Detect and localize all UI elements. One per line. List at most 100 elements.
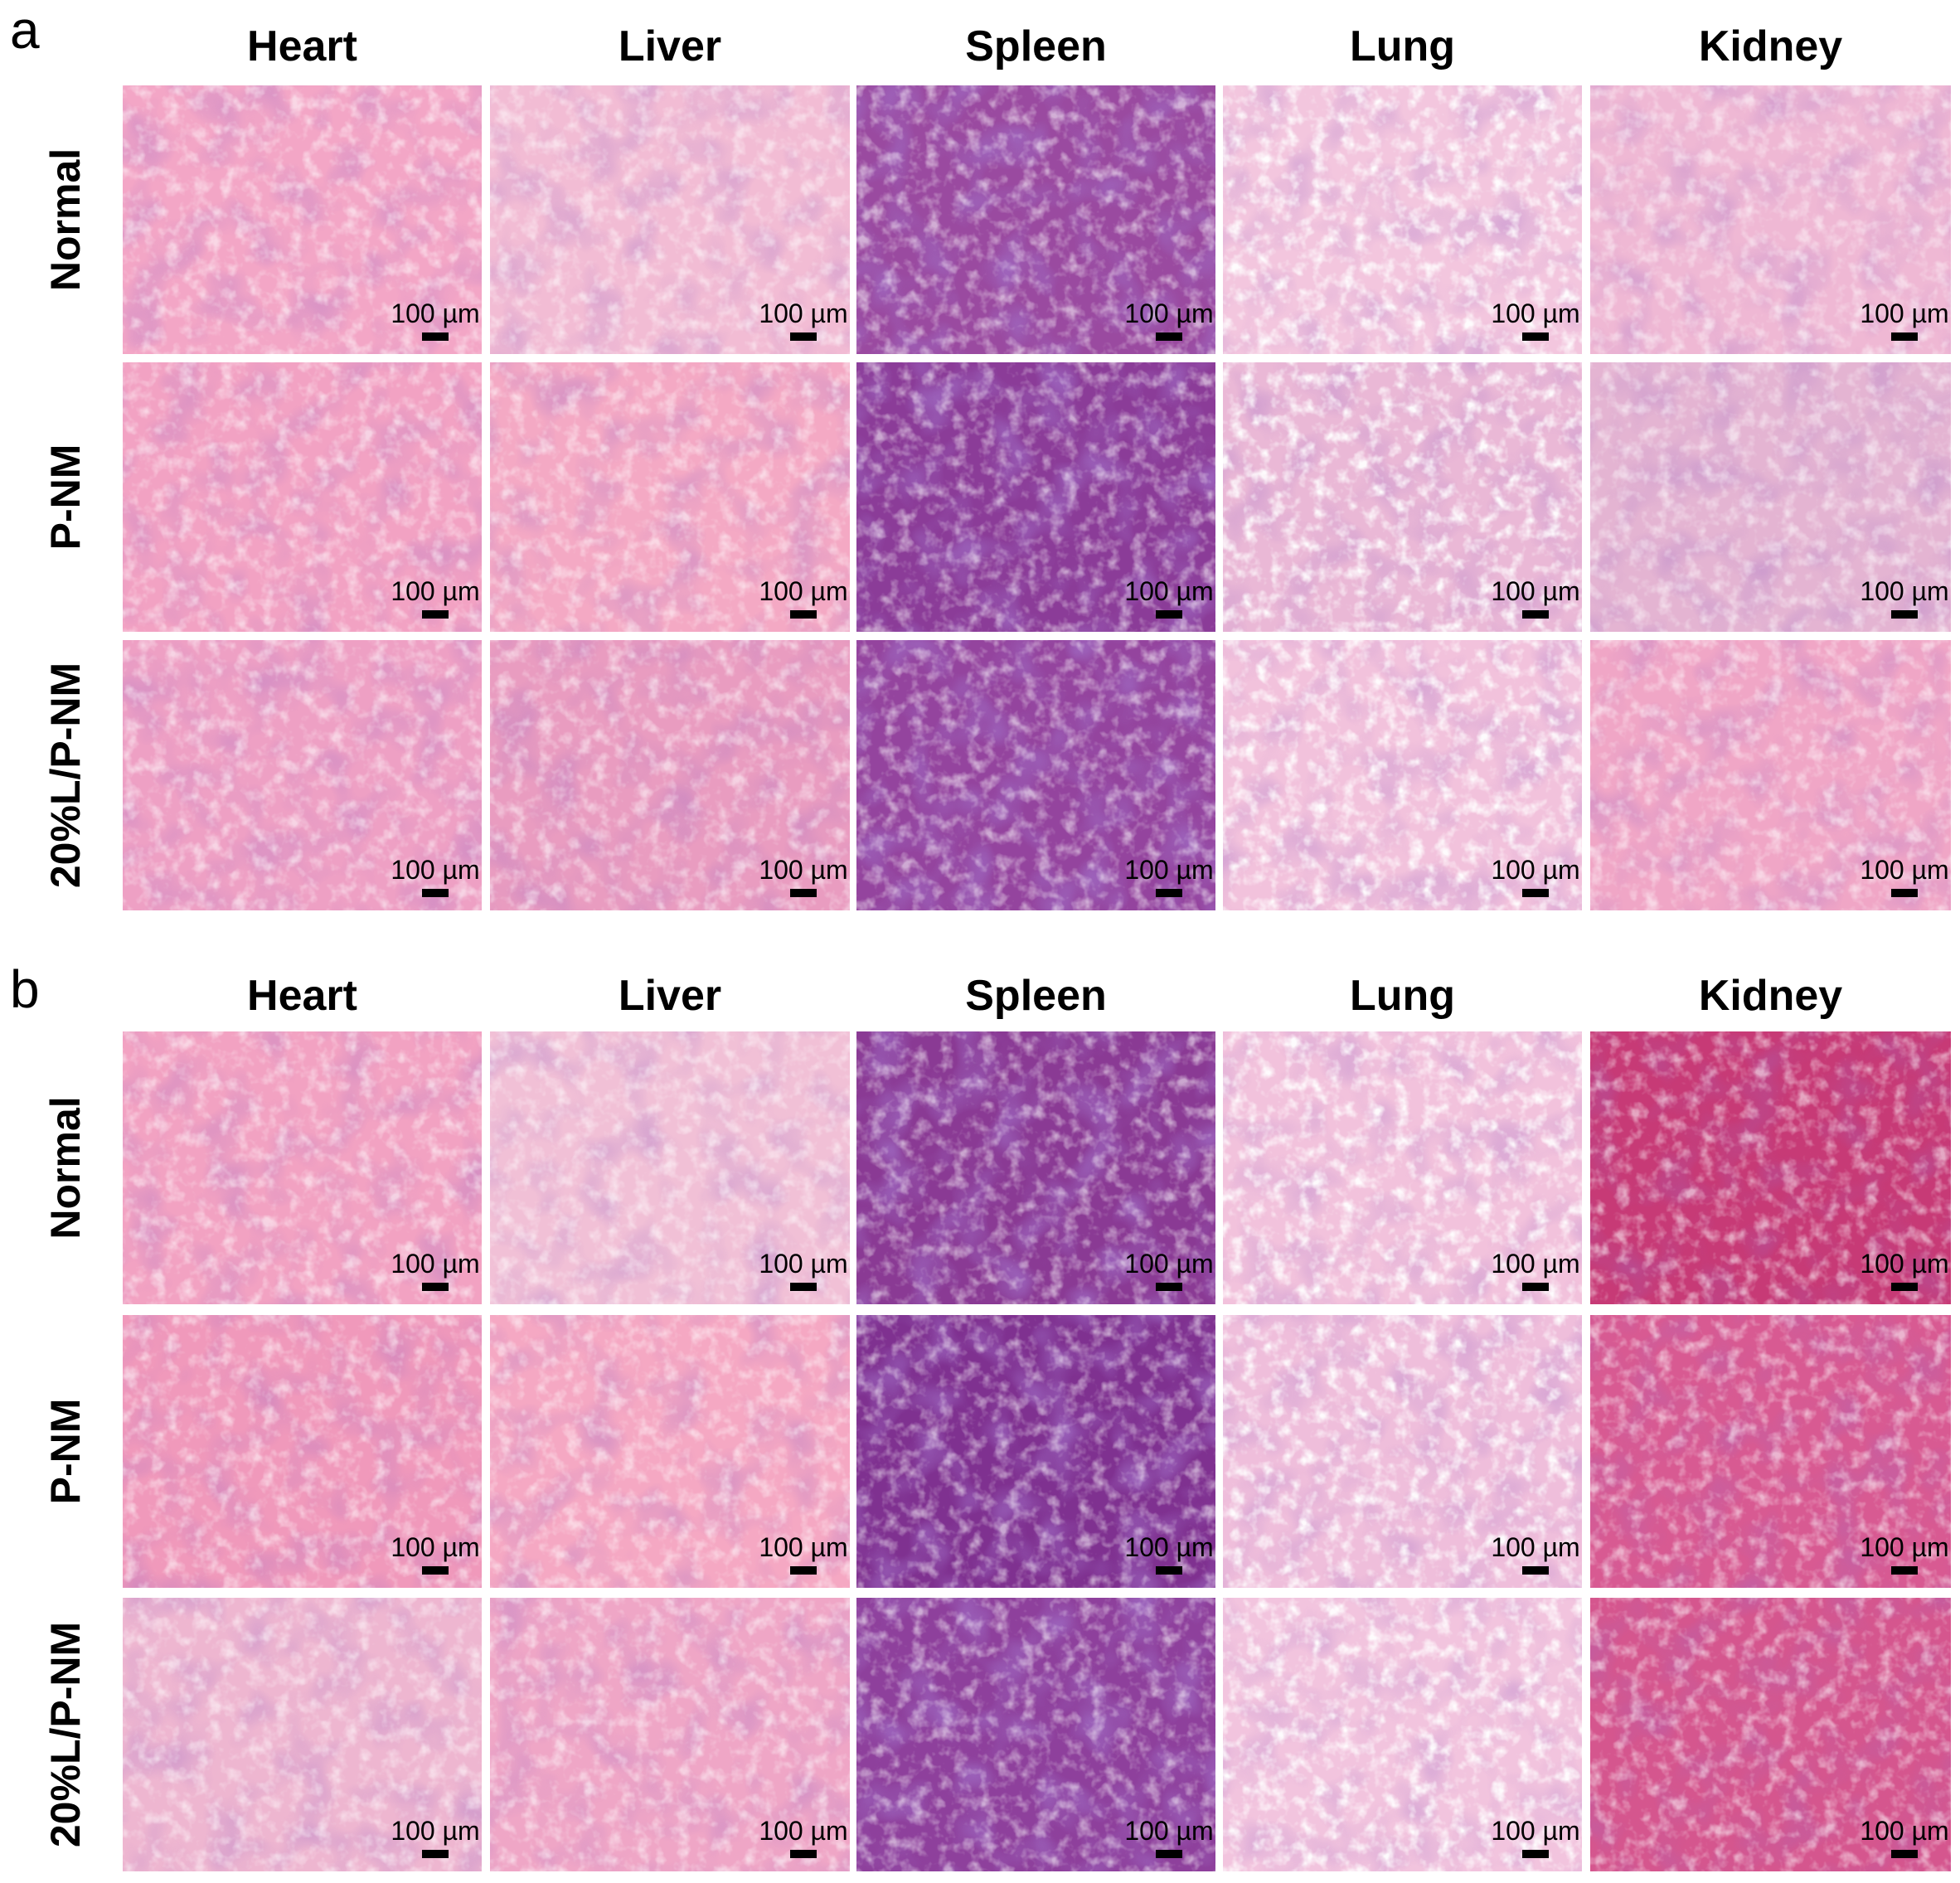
- column-header: Spleen: [965, 22, 1107, 70]
- panel-label: b: [10, 959, 40, 1019]
- micrograph: 100 µm: [856, 362, 1215, 632]
- scale-bar: [790, 1566, 817, 1575]
- scale-bar-label: 100 µm: [759, 1816, 847, 1846]
- tissue-texture: [123, 1598, 482, 1871]
- micrograph: 100 µm: [1223, 85, 1582, 354]
- scale-bar: [1522, 1283, 1549, 1291]
- tissue-texture: [856, 640, 1215, 910]
- scale-bar-label: 100 µm: [1491, 298, 1579, 328]
- tissue-texture: [1590, 85, 1951, 354]
- scale-bar-label: 100 µm: [759, 1532, 847, 1562]
- column-header: Liver: [619, 972, 721, 1020]
- tissue-texture: [490, 85, 850, 354]
- tissue-texture: [856, 1315, 1215, 1588]
- tissue-texture: [1223, 1598, 1582, 1871]
- tissue-texture: [490, 1315, 850, 1588]
- tissue-texture: [490, 640, 850, 910]
- scale-bar: [1891, 1283, 1918, 1291]
- scale-bar-label: 100 µm: [391, 576, 479, 606]
- scale-bar: [1891, 610, 1918, 619]
- scale-bar-label: 100 µm: [1491, 576, 1579, 606]
- tissue-texture: [856, 1031, 1215, 1304]
- panel: b Heart Liver Spleen Lung Kidney Normal 100 µm 1…: [10, 959, 1951, 1871]
- micrograph: 100 µm: [490, 1598, 850, 1871]
- scale-bar: [1156, 889, 1182, 897]
- column-header: Heart: [247, 972, 357, 1020]
- row-label: P-NM: [42, 1399, 89, 1505]
- scale-bar: [1522, 1566, 1549, 1575]
- scale-bar-label: 100 µm: [1491, 1816, 1579, 1846]
- scale-bar-label: 100 µm: [1491, 1249, 1579, 1279]
- scale-bar: [790, 1850, 817, 1858]
- tissue-texture: [1223, 1315, 1582, 1588]
- micrograph: 100 µm: [123, 1031, 482, 1304]
- tissue-texture: [1590, 640, 1951, 910]
- tissue-texture: [1223, 640, 1582, 910]
- scale-bar: [1891, 889, 1918, 897]
- panel: a Heart Liver Spleen Lung Kidney Normal 100 µm 1…: [10, 0, 1951, 910]
- tissue-texture: [490, 362, 850, 632]
- scale-bar-label: 100 µm: [1860, 298, 1948, 328]
- tissue-texture: [123, 1315, 482, 1588]
- scale-bar: [422, 1850, 449, 1858]
- tissue-texture: [856, 1598, 1215, 1871]
- scale-bar: [790, 610, 817, 619]
- scale-bar-label: 100 µm: [1124, 576, 1213, 606]
- micrograph: 100 µm: [1223, 1031, 1582, 1304]
- scale-bar: [790, 889, 817, 897]
- scale-bar-label: 100 µm: [1124, 1249, 1213, 1279]
- micrograph: 100 µm: [490, 1031, 850, 1304]
- column-header: Kidney: [1699, 22, 1842, 70]
- scale-bar: [422, 1283, 449, 1291]
- scale-bar: [422, 889, 449, 897]
- scale-bar: [1522, 610, 1549, 619]
- tissue-texture: [123, 85, 482, 354]
- scale-bar: [422, 332, 449, 341]
- row-label: 20%L/P-NM: [42, 1622, 89, 1847]
- scale-bar: [1156, 610, 1182, 619]
- scale-bar: [1522, 332, 1549, 341]
- tissue-texture: [1590, 1031, 1951, 1304]
- scale-bar: [790, 1283, 817, 1291]
- scale-bar-label: 100 µm: [1124, 1532, 1213, 1562]
- micrograph: 100 µm: [1590, 1031, 1951, 1304]
- micrograph: 100 µm: [1590, 362, 1951, 632]
- micrograph: 100 µm: [1223, 362, 1582, 632]
- scale-bar: [1156, 1283, 1182, 1291]
- tissue-texture: [856, 362, 1215, 632]
- tissue-texture: [123, 640, 482, 910]
- scale-bar-label: 100 µm: [759, 1249, 847, 1279]
- tissue-texture: [490, 1031, 850, 1304]
- scale-bar-label: 100 µm: [1860, 1532, 1948, 1562]
- scale-bar: [1891, 1566, 1918, 1575]
- tissue-texture: [1590, 1598, 1951, 1871]
- micrograph: 100 µm: [856, 1315, 1215, 1588]
- micrograph: 100 µm: [490, 640, 850, 910]
- micrograph: 100 µm: [1590, 640, 1951, 910]
- scale-bar: [1891, 1850, 1918, 1858]
- tissue-texture: [1590, 1315, 1951, 1588]
- micrograph: 100 µm: [1590, 85, 1951, 354]
- tissue-texture: [1223, 362, 1582, 632]
- scale-bar-label: 100 µm: [1124, 855, 1213, 885]
- tissue-texture: [1590, 362, 1951, 632]
- micrograph: 100 µm: [123, 85, 482, 354]
- tissue-texture: [1223, 1031, 1582, 1304]
- micrograph: 100 µm: [123, 362, 482, 632]
- micrograph: 100 µm: [1223, 640, 1582, 910]
- scale-bar-label: 100 µm: [1491, 1532, 1579, 1562]
- micrograph: 100 µm: [123, 640, 482, 910]
- micrograph: 100 µm: [856, 1598, 1215, 1871]
- micrograph: 100 µm: [856, 1031, 1215, 1304]
- scale-bar: [1522, 1850, 1549, 1858]
- micrograph: 100 µm: [1590, 1315, 1951, 1588]
- scale-bar-label: 100 µm: [759, 298, 847, 328]
- scale-bar-label: 100 µm: [391, 1249, 479, 1279]
- micrograph: 100 µm: [1590, 1598, 1951, 1871]
- column-header: Spleen: [965, 972, 1107, 1020]
- tissue-texture: [123, 362, 482, 632]
- scale-bar-label: 100 µm: [391, 1532, 479, 1562]
- row-label: P-NM: [42, 444, 89, 551]
